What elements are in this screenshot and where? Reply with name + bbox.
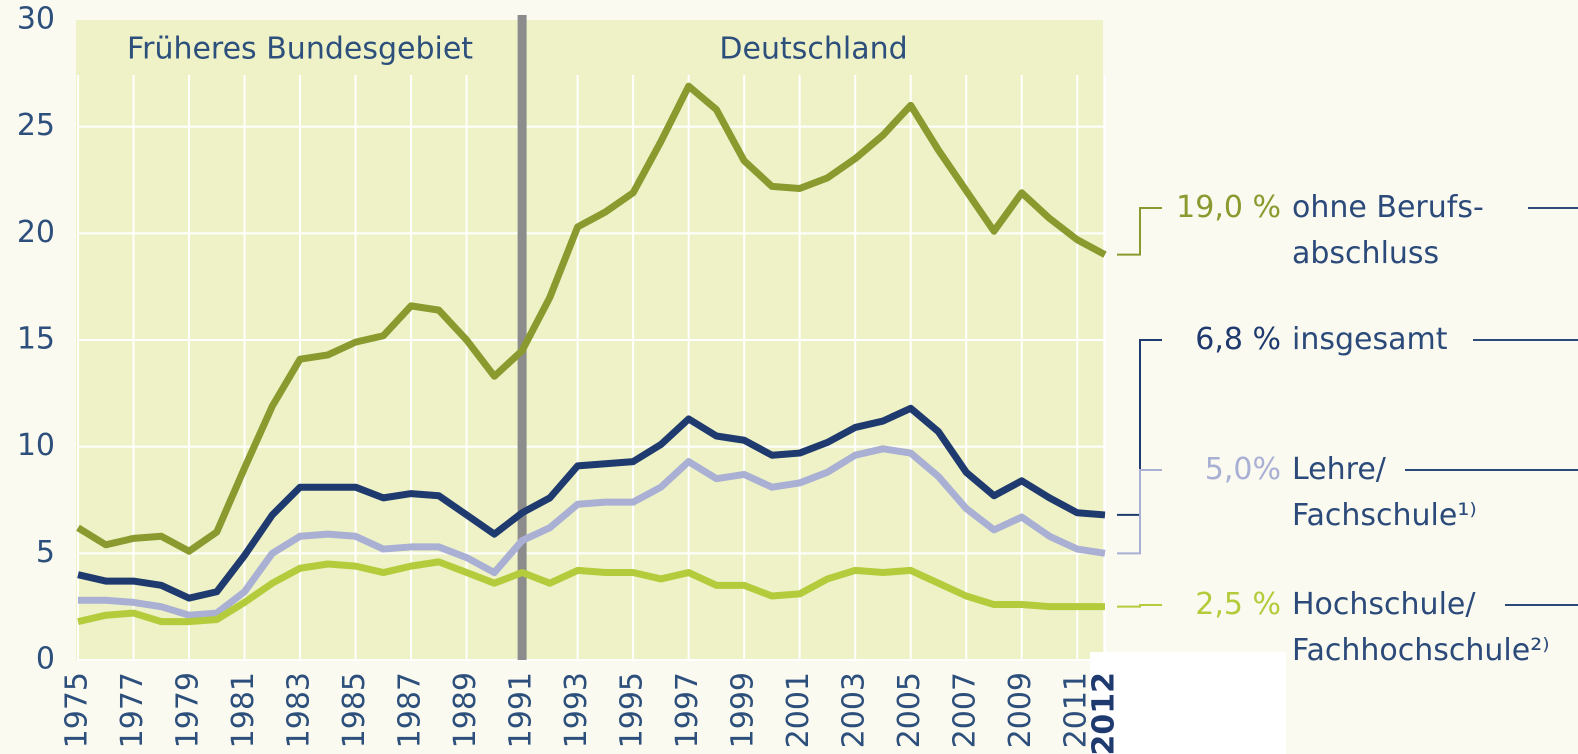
connector [1117, 207, 1162, 256]
legend-label: ohne Berufs- abschluss [1292, 190, 1484, 271]
x-tick-label: 1983 [282, 672, 317, 748]
y-tick-label: 10 [17, 428, 55, 463]
x-tick-label: 2011 [1059, 672, 1094, 748]
x-tick-label: 2009 [1003, 672, 1038, 748]
y-tick-label: 0 [36, 642, 55, 677]
connector [1117, 339, 1162, 516]
region-label: Deutschland [719, 32, 907, 67]
x-tick-label: 1977 [115, 672, 150, 748]
series-line [77, 404, 1106, 602]
y-tick-label: 20 [17, 215, 55, 250]
series-line [78, 445, 1106, 619]
connector [1117, 604, 1162, 608]
x-tick-label: 1991 [504, 672, 539, 748]
legend-label: insgesamt [1292, 322, 1448, 357]
series-line [77, 558, 1105, 626]
x-tick-label: 1985 [337, 672, 372, 748]
y-tick-label: 15 [17, 322, 55, 357]
legend-label: Lehre/ Fachschule¹⁾ [1292, 452, 1477, 533]
x-tick-label: 2001 [781, 672, 816, 748]
end-label: 19,0 % [1176, 190, 1281, 225]
connector [1117, 469, 1162, 555]
x-tick-label: 1979 [171, 672, 206, 748]
x-tick-label: 1997 [670, 672, 705, 748]
series-line [76, 82, 1107, 555]
y-tick-label: 5 [36, 535, 55, 570]
x-tick-label: 2003 [837, 672, 872, 748]
x-tick-label: 2012 [1087, 672, 1122, 754]
x-tick-label: 1993 [559, 672, 594, 748]
legend-label: Hochschule/ Fachhochschule²⁾ [1292, 587, 1550, 668]
x-tick-label: 1989 [448, 672, 483, 748]
end-label: 5,0% [1204, 452, 1281, 487]
end-label: 2,5 % [1195, 587, 1281, 622]
x-tick-label: 2005 [892, 672, 927, 748]
y-tick-label: 30 [17, 2, 55, 37]
x-tick-label: 2007 [948, 672, 983, 748]
end-label: 6,8 % [1195, 322, 1281, 357]
x-tick-label: 1975 [60, 672, 95, 748]
y-tick-label: 25 [17, 108, 55, 143]
label-backdrop [1090, 652, 1286, 754]
x-tick-label: 1981 [226, 672, 261, 748]
x-tick-label: 1987 [393, 672, 428, 748]
x-tick-label: 1999 [726, 672, 761, 748]
x-tick-label: 1995 [615, 672, 650, 748]
region-label: Früheres Bundesgebiet [127, 32, 473, 67]
